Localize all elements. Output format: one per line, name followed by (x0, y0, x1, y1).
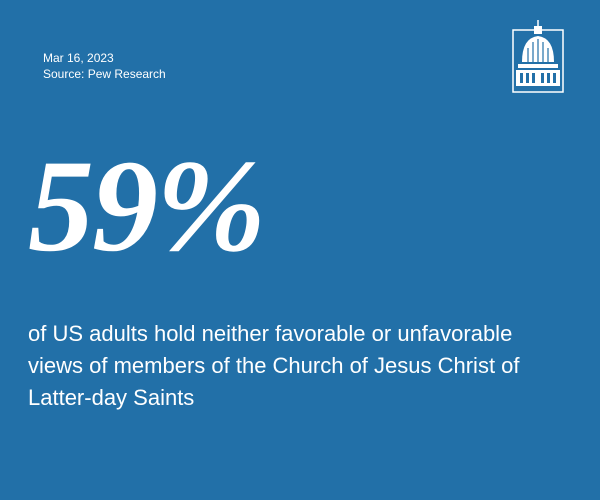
stat-description: of US adults hold neither favorable or u… (28, 321, 520, 410)
source: Source: Pew Research (43, 67, 166, 81)
date: Mar 16, 2023 (43, 51, 114, 65)
logo (512, 20, 564, 93)
stat-value: 59% (28, 132, 266, 279)
